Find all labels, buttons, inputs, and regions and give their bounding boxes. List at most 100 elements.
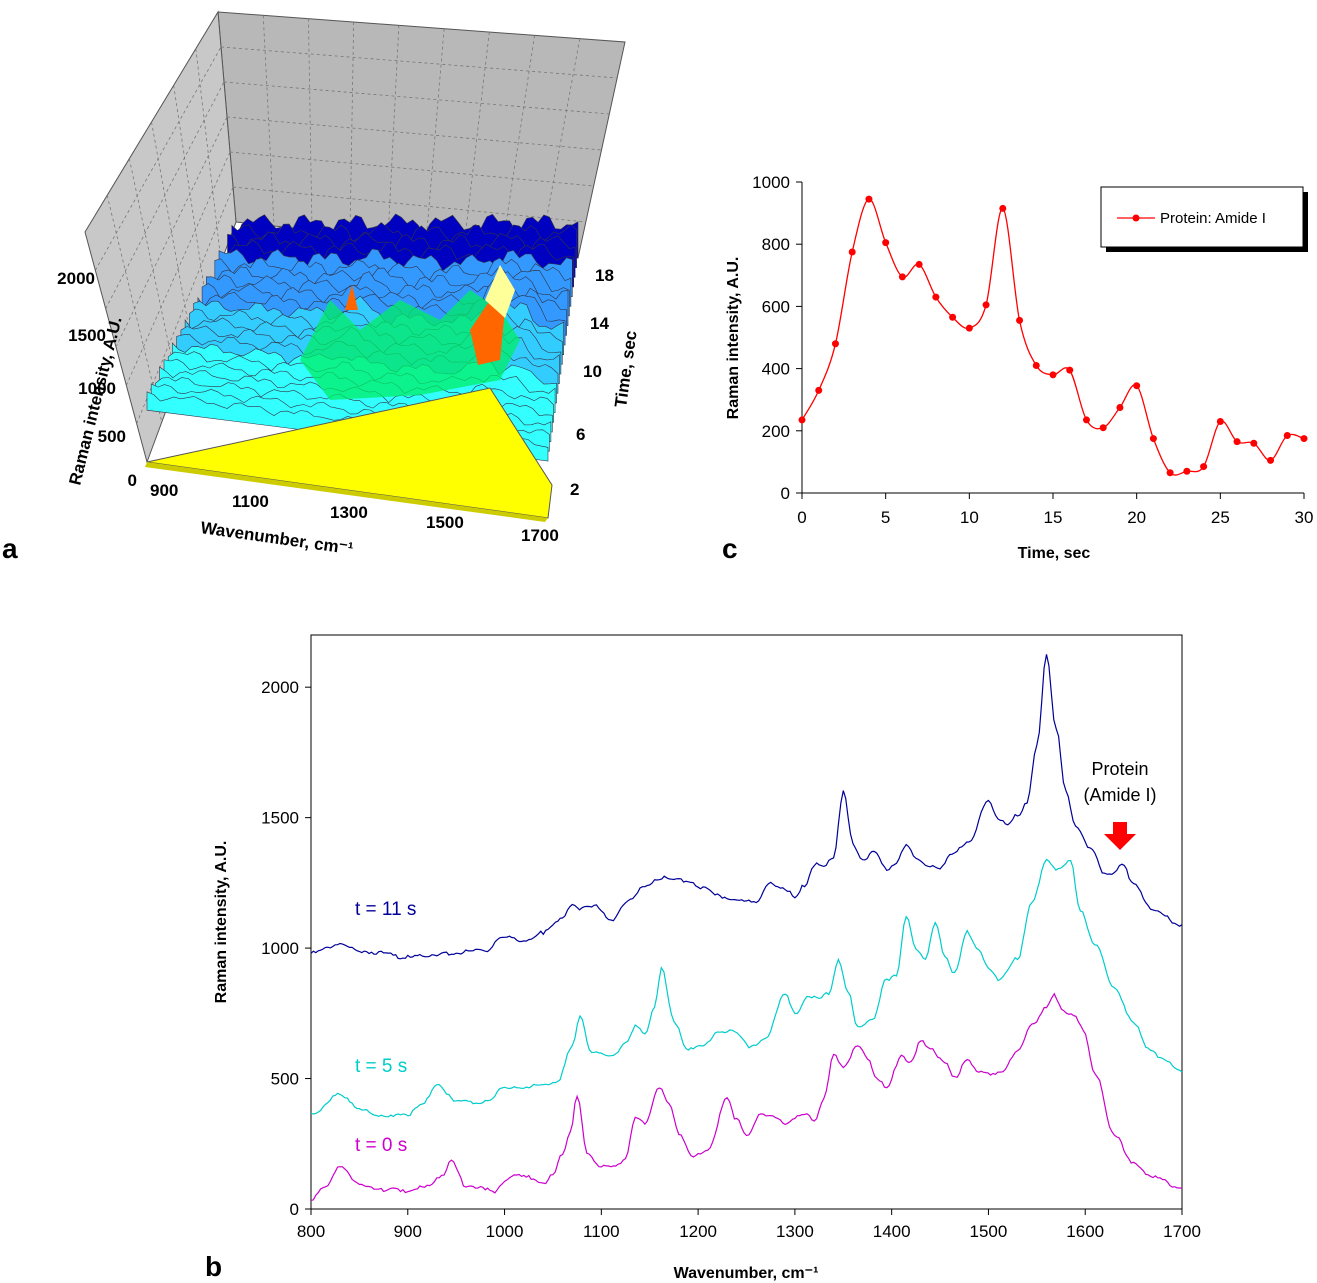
panel-b-y-ticks: 0 500 1000 1500 2000 (261, 678, 311, 1219)
panel-a-wavenumber-tick: 1100 (232, 492, 269, 511)
panel-c-data-point (1016, 316, 1024, 324)
panel-c-y-tick-label: 400 (762, 360, 790, 379)
panel-a-peak-small (345, 285, 358, 310)
panel-b-series-t11 (310, 654, 1183, 960)
panel-c-data-point (798, 416, 806, 424)
panel-a-wavenumber-tick: 1300 (330, 503, 368, 522)
panel-a-grid-line (501, 35, 535, 251)
panel-b-chart: 0 500 1000 1500 2000 800 900 1000 1100 1200 1300 1… (205, 634, 1201, 1282)
panel-c-xlabel: Time, sec (1018, 545, 1091, 562)
panel-a-time-tick: 14 (590, 314, 609, 333)
panel-a-grid-line (128, 158, 178, 383)
panel-a-grid-line (223, 81, 610, 115)
panel-c-series-points (798, 195, 1308, 477)
panel-c-data-point (999, 204, 1007, 212)
panel-b-x-tick-label: 1400 (873, 1222, 911, 1241)
panel-b-annotation-arrow (1104, 822, 1136, 850)
panel-c-data-point (1166, 469, 1174, 477)
panel-c-data-point (1116, 403, 1124, 411)
panel-c-data-point (1200, 463, 1208, 471)
panel-a-intensity-tick: 1000 (78, 379, 116, 398)
panel-a-time-tick: 2 (570, 480, 579, 499)
panel-b-annotation-line1: Protein (1091, 759, 1148, 779)
panel-b-x-tick-label: 1600 (1066, 1222, 1104, 1241)
panel-b-x-tick-label: 900 (394, 1222, 422, 1241)
panel-c-data-point (815, 386, 823, 394)
panel-c-data-point (1082, 416, 1090, 424)
panel-a-grid-line (232, 186, 586, 223)
panel-b-plot-frame (310, 634, 1183, 1210)
panel-a-time-ticks: 2 6 10 14 18 (570, 266, 614, 499)
panel-a-intensity-tick: 0 (128, 471, 137, 490)
panel-b-letter: b (205, 1251, 222, 1282)
panel-b-y-tick-label: 2000 (261, 678, 299, 697)
panel-a-floor-front (145, 462, 548, 522)
panel-a-grid-line (229, 151, 594, 187)
panel-a-green-region (300, 290, 520, 400)
panel-c-y-tick-label: 200 (762, 422, 790, 441)
panel-a-intensity-tick: 500 (98, 427, 126, 446)
panel-c-data-point (1133, 382, 1141, 390)
panel-c-x-ticks: 0 5 10 15 20 25 30 (797, 493, 1313, 527)
panel-c-data-point (1099, 424, 1107, 432)
panel-c-y-tick-label: 1000 (752, 173, 790, 192)
panel-a-surface (146, 213, 579, 462)
panel-a-wavenumber-ticks: 900 1100 1300 1500 1700 (150, 481, 559, 545)
panel-c-x-tick-label: 0 (797, 508, 806, 527)
panel-b-label-t0: t = 0 s (355, 1135, 407, 1156)
panel-c-data-point (982, 301, 990, 309)
panel-c-data-point (831, 340, 839, 348)
panel-b-x-tick-label: 1000 (486, 1222, 524, 1241)
panel-a-xlabel: Wavenumber, cm⁻¹ (199, 518, 354, 558)
panel-a-grid-line (151, 121, 192, 343)
panel-b-x-tick-label: 1300 (776, 1222, 814, 1241)
panel-a-time-tick: 18 (595, 266, 614, 285)
panel-b-label-t11: t = 11 s (355, 899, 416, 920)
panel-b-y-tick-label: 1000 (261, 939, 299, 958)
panel-a-peak-yellow (485, 265, 515, 318)
panel-c-y-ticks: 0 200 400 600 800 1000 (752, 173, 802, 503)
panel-a-intensity-tick: 1500 (68, 326, 106, 345)
panel-a-grid-line (125, 151, 231, 386)
panel-a-wavenumber-tick: 1500 (426, 513, 464, 532)
panel-c-data-point (848, 248, 856, 256)
panel-c-ylabel: Raman intensity, A.U. (725, 257, 742, 420)
panel-b-x-tick-label: 1500 (970, 1222, 1008, 1241)
panel-b-ylabel: Raman intensity, A.U. (213, 841, 230, 1004)
panel-a-zlabel: Time, sec (611, 329, 641, 408)
panel-a-time-tick: 10 (583, 362, 602, 381)
panel-c-legend-label: Protein: Amide I (1160, 210, 1266, 227)
panel-c-x-tick-label: 30 (1295, 508, 1314, 527)
panel-c-data-point (882, 239, 890, 247)
panel-a-grid-line (173, 85, 207, 303)
panel-c-x-tick-label: 25 (1211, 508, 1230, 527)
panel-a-intensity-tick: 2000 (57, 269, 95, 288)
panel-b-label-t5: t = 5 s (355, 1056, 407, 1077)
panel-b-y-tick-label: 500 (271, 1070, 299, 1089)
panel-b-x-tick-label: 800 (297, 1222, 325, 1241)
panel-a-back-wall (217, 11, 626, 259)
panel-b-series-t5 (310, 858, 1183, 1118)
panel-a-z-intensity-ticks: 0 500 1000 1500 2000 (57, 269, 137, 490)
panel-c-data-point (898, 273, 906, 281)
panel-c-y-tick-label: 600 (762, 297, 790, 316)
panel-b-series-t0 (310, 992, 1183, 1202)
panel-a-wavenumber-tick: 900 (150, 481, 178, 500)
panel-c-letter: c (722, 533, 738, 564)
panel-a-wavenumber-tick: 1700 (521, 526, 559, 545)
panel-b-y-tick-label: 0 (290, 1200, 299, 1219)
panel-c-data-point (865, 195, 873, 203)
panel-a-grid-line (262, 15, 275, 227)
panel-b-x-tick-label: 1700 (1163, 1222, 1201, 1241)
panel-c-x-tick-label: 20 (1127, 508, 1146, 527)
panel-c-x-tick-label: 10 (960, 508, 979, 527)
panel-c-data-point (1300, 435, 1308, 443)
panel-c-data-point (965, 324, 973, 332)
panel-c-y-tick-label: 800 (762, 235, 790, 254)
panel-c-data-point (932, 293, 940, 301)
panel-a-letter: a (2, 533, 18, 564)
panel-b-annotation-line2: (Amide I) (1083, 785, 1156, 805)
panel-c-data-point (1066, 366, 1074, 374)
panel-a-grid-line (349, 21, 355, 235)
